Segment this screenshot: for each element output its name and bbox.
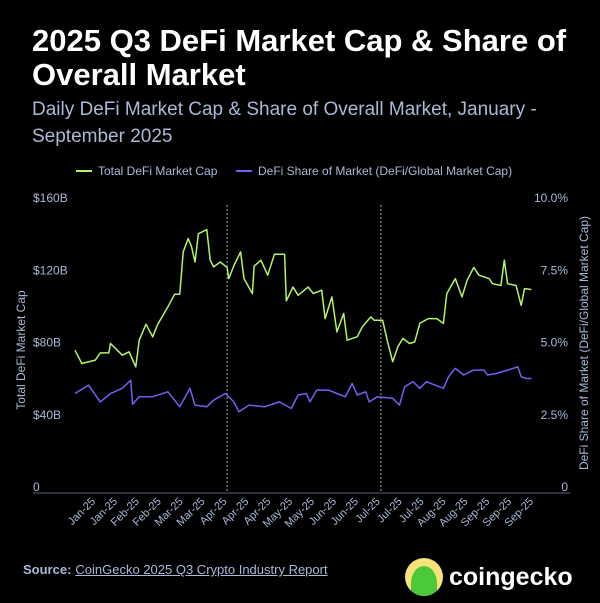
chart-subtitle: Daily DeFi Market Cap & Share of Overall… xyxy=(32,99,537,147)
source-line: Source: CoinGecko 2025 Q3 Crypto Industry… xyxy=(23,562,328,577)
legend-label: Total DeFi Market Cap xyxy=(98,164,218,178)
y-right-tick-label: 5.0% xyxy=(541,336,569,350)
y-left-axis-title: Total DeFi Market Cap xyxy=(14,290,28,410)
y-left-tick-label: $40B xyxy=(33,408,61,422)
y-right-axis-title: DeFi Share of Market (DeFi/Global Market… xyxy=(577,216,591,470)
y-right-tick-label: 0 xyxy=(561,480,568,494)
y-right-tick-label: 10.0% xyxy=(534,191,568,205)
source-label: Source: xyxy=(23,562,72,577)
legend-label: DeFi Share of Market (DeFi/Global Market… xyxy=(258,164,513,178)
gecko-icon xyxy=(405,558,443,596)
defi-market-cap-line xyxy=(74,228,532,368)
source-link[interactable]: CoinGecko 2025 Q3 Crypto Industry Report xyxy=(75,562,328,577)
logo-wordmark: coingecko xyxy=(449,562,573,591)
legend-swatch xyxy=(76,170,92,172)
legend-item-defi-share: DeFi Share of Market (DeFi/Global Market… xyxy=(236,164,512,178)
y-left-tick-label: $120B xyxy=(33,263,68,277)
legend-item-defi-market-cap: Total DeFi Market Cap xyxy=(76,164,217,178)
y-left-tick-label: $160B xyxy=(33,191,68,205)
coingecko-logo: coingecko xyxy=(405,558,573,596)
y-left-tick-label: $80B xyxy=(33,336,61,350)
y-right-tick-label: 2.5% xyxy=(541,408,569,422)
chart-title: 2025 Q3 DeFi Market Cap & Share of Overa… xyxy=(32,23,567,92)
legend-swatch xyxy=(236,170,252,172)
y-right-tick-label: 7.5% xyxy=(541,263,569,277)
defi-share-line xyxy=(74,366,532,413)
y-left-tick-label: 0 xyxy=(33,480,40,494)
